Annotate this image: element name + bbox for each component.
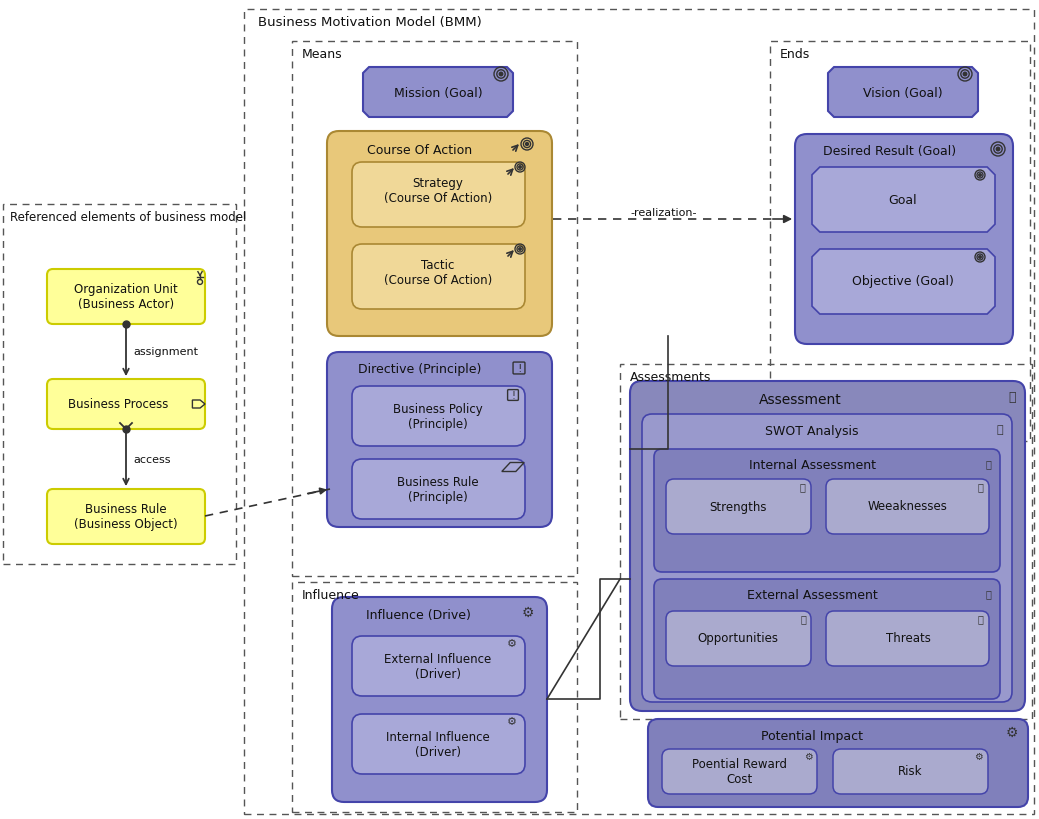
Text: Mission (Goal): Mission (Goal) [394, 86, 482, 99]
FancyBboxPatch shape [833, 749, 988, 794]
Text: Directive (Principle): Directive (Principle) [358, 363, 482, 376]
FancyBboxPatch shape [666, 479, 811, 534]
Circle shape [979, 174, 981, 177]
Text: 🔍: 🔍 [799, 482, 805, 491]
Text: Referenced elements of business model: Referenced elements of business model [10, 210, 246, 224]
Text: 🔍: 🔍 [977, 613, 983, 623]
Text: Business Rule
(Principle): Business Rule (Principle) [397, 475, 479, 504]
Text: SWOT Analysis: SWOT Analysis [766, 425, 859, 438]
Text: Business Rule
(Business Object): Business Rule (Business Object) [74, 502, 178, 531]
Polygon shape [363, 68, 513, 118]
FancyBboxPatch shape [47, 379, 205, 429]
FancyBboxPatch shape [352, 636, 525, 696]
Text: Desired Result (Goal): Desired Result (Goal) [824, 145, 957, 158]
FancyBboxPatch shape [47, 490, 205, 545]
Circle shape [500, 73, 503, 77]
Text: Business Policy
(Principle): Business Policy (Principle) [393, 402, 483, 431]
FancyBboxPatch shape [826, 611, 989, 666]
Text: Assessment: Assessment [758, 392, 842, 406]
FancyBboxPatch shape [352, 714, 525, 774]
Polygon shape [828, 68, 978, 118]
Circle shape [979, 256, 981, 259]
Polygon shape [812, 250, 995, 314]
Text: Vision (Goal): Vision (Goal) [863, 86, 942, 99]
Text: Influence: Influence [302, 588, 359, 601]
Circle shape [518, 248, 522, 251]
Text: ⚙: ⚙ [1006, 725, 1018, 739]
FancyBboxPatch shape [352, 163, 525, 228]
Text: ⚙: ⚙ [803, 751, 812, 761]
Text: -realization-: -realization- [631, 208, 697, 218]
Text: External Assessment: External Assessment [747, 589, 877, 602]
FancyBboxPatch shape [648, 719, 1028, 807]
FancyBboxPatch shape [654, 450, 1000, 572]
Text: Assessments: Assessments [630, 370, 712, 383]
Text: Strengths: Strengths [710, 500, 767, 513]
Bar [292, 582, 577, 812]
FancyBboxPatch shape [352, 387, 525, 446]
Text: Weeaknesses: Weeaknesses [868, 500, 948, 513]
Text: External Influence
(Driver): External Influence (Driver) [384, 652, 491, 680]
Text: Internal Assessment: Internal Assessment [748, 459, 876, 472]
Text: Goal: Goal [888, 193, 917, 206]
Text: !: ! [511, 391, 515, 400]
Polygon shape [812, 168, 995, 233]
Text: Opportunities: Opportunities [697, 631, 778, 645]
Text: !: ! [516, 364, 522, 373]
Bar [620, 364, 1032, 719]
Text: Risk: Risk [898, 765, 923, 777]
FancyBboxPatch shape [630, 382, 1025, 711]
Circle shape [963, 73, 966, 77]
FancyBboxPatch shape [327, 132, 552, 337]
Text: 🔍: 🔍 [977, 482, 983, 491]
Circle shape [518, 166, 522, 169]
Text: ⚙: ⚙ [507, 638, 517, 648]
Text: Internal Influence
(Driver): Internal Influence (Driver) [387, 730, 489, 758]
Text: 🔍: 🔍 [985, 459, 991, 468]
Text: Potential Impact: Potential Impact [761, 730, 863, 743]
Circle shape [996, 148, 1000, 152]
FancyBboxPatch shape [352, 245, 525, 310]
FancyBboxPatch shape [826, 479, 989, 534]
Text: ⚙: ⚙ [522, 605, 534, 619]
FancyBboxPatch shape [666, 611, 811, 666]
FancyBboxPatch shape [332, 597, 547, 802]
FancyBboxPatch shape [47, 269, 205, 324]
Text: Means: Means [302, 48, 343, 61]
FancyBboxPatch shape [327, 352, 552, 527]
Text: ⚙: ⚙ [507, 716, 517, 726]
Bar [3, 205, 236, 564]
Text: Ends: Ends [780, 48, 810, 61]
FancyBboxPatch shape [654, 579, 1000, 699]
Text: access: access [133, 455, 170, 464]
FancyBboxPatch shape [795, 135, 1013, 345]
FancyBboxPatch shape [352, 459, 525, 519]
Text: Objective (Goal): Objective (Goal) [852, 275, 954, 288]
Bar [770, 42, 1030, 441]
Text: Poential Reward
Cost: Poential Reward Cost [692, 757, 787, 785]
Text: 🔍: 🔍 [800, 613, 806, 623]
Bar [244, 10, 1034, 814]
Text: 🔍: 🔍 [996, 424, 1004, 434]
Text: 🔍: 🔍 [1008, 391, 1016, 404]
Text: Strategy
(Course Of Action): Strategy (Course Of Action) [383, 177, 492, 205]
Text: ⚙: ⚙ [974, 751, 983, 761]
Text: 🔍: 🔍 [985, 588, 991, 598]
Text: Business Motivation Model (BMM): Business Motivation Model (BMM) [258, 16, 482, 29]
FancyBboxPatch shape [642, 414, 1012, 702]
Circle shape [526, 143, 529, 147]
Text: Organization Unit
(Business Actor): Organization Unit (Business Actor) [74, 283, 178, 310]
Text: Business Process: Business Process [68, 398, 168, 411]
Text: Tactic
(Course Of Action): Tactic (Course Of Action) [383, 259, 492, 287]
Text: Course Of Action: Course Of Action [368, 143, 473, 156]
Bar [292, 42, 577, 577]
Text: assignment: assignment [133, 346, 198, 356]
Text: Influence (Drive): Influence (Drive) [366, 609, 471, 622]
FancyBboxPatch shape [662, 749, 817, 794]
Text: Threats: Threats [885, 631, 931, 645]
